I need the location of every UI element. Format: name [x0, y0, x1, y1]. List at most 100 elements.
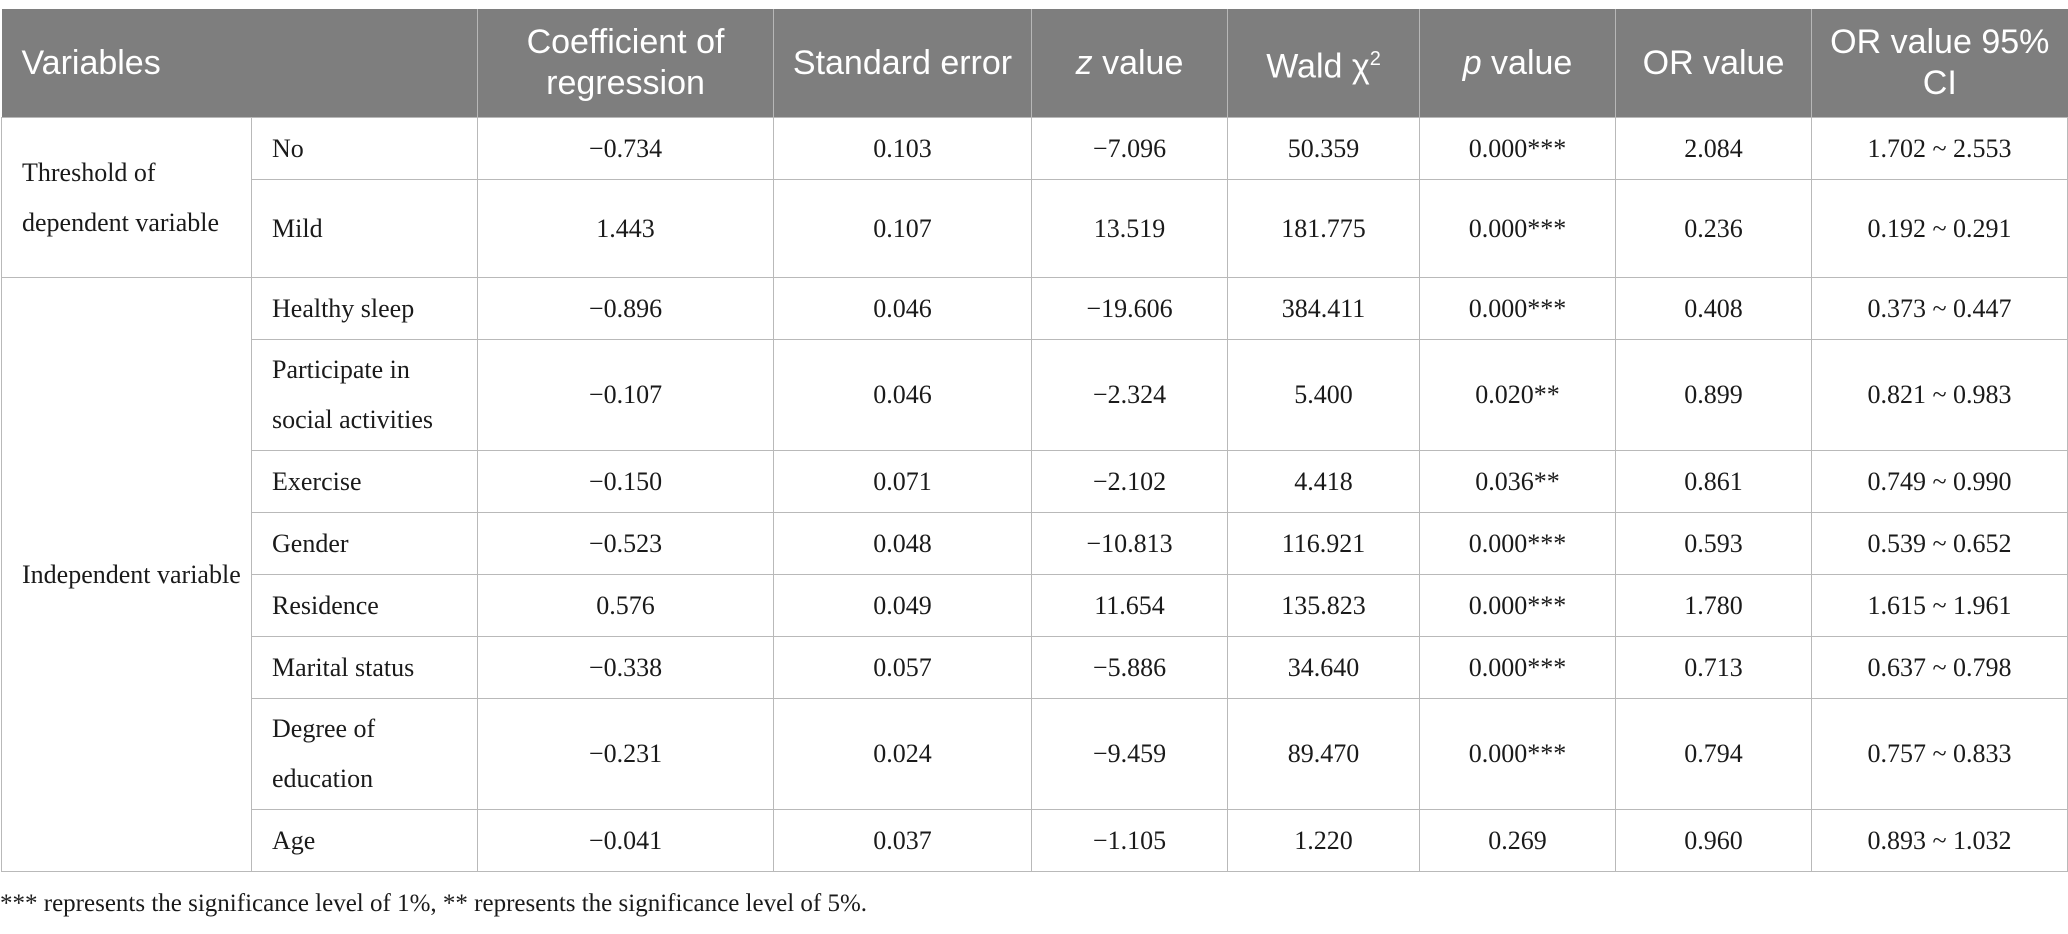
- cell-wald: 50.359: [1227, 117, 1421, 180]
- cell-wald: 135.823: [1227, 574, 1421, 637]
- cell-coef: −0.150: [477, 450, 775, 513]
- cell-p: 0.000***: [1419, 179, 1617, 278]
- cell-coef: −0.231: [477, 698, 775, 810]
- cell-coef: −0.523: [477, 512, 775, 575]
- header-p-value: p value: [1419, 9, 1616, 118]
- cell-se: 0.049: [773, 574, 1033, 637]
- row-name: Exercise: [250, 450, 479, 513]
- row-name: Gender: [250, 512, 479, 575]
- cell-or: 1.780: [1615, 574, 1813, 637]
- group-independent: Independent variable: [1, 277, 252, 872]
- header-wald-sup: 2: [1369, 47, 1381, 70]
- row-name: Marital status: [250, 636, 479, 699]
- cell-coef: −0.734: [477, 117, 775, 180]
- header-p-rest: value: [1481, 43, 1573, 82]
- cell-se: 0.046: [773, 277, 1033, 340]
- cell-p: 0.000***: [1419, 277, 1617, 340]
- cell-z: −10.813: [1031, 512, 1229, 575]
- table-row: Threshold of dependent variable No −0.73…: [1, 117, 2068, 278]
- header-p-italic: p: [1462, 43, 1482, 82]
- cell-ci: 0.539 ~ 0.652: [1811, 512, 2068, 575]
- cell-or: 0.899: [1615, 339, 1813, 451]
- header-z-value: z value: [1031, 9, 1228, 118]
- row-name: No: [250, 117, 479, 180]
- header-wald: Wald χ2: [1227, 9, 1420, 118]
- cell-z: −2.102: [1031, 450, 1229, 513]
- cell-p: 0.000***: [1419, 636, 1617, 699]
- cell-se: 0.024: [773, 698, 1033, 810]
- regression-table: Variables Coefficient of regression Stan…: [1, 9, 2068, 872]
- table-row: Residence 0.576 0.049 11.654 135.823 0.0…: [2, 574, 2068, 637]
- cell-wald: 5.400: [1227, 339, 1421, 451]
- regression-table-container: Variables Coefficient of regression Stan…: [0, 9, 2068, 872]
- cell-coef: −0.041: [477, 809, 775, 872]
- cell-se: 0.037: [773, 809, 1033, 872]
- table-row: Exercise −0.150 0.071 −2.102 4.418 0.036…: [2, 450, 2068, 513]
- row-name: Participate in social activities: [250, 339, 479, 451]
- cell-p: 0.000***: [1419, 574, 1617, 637]
- cell-ci: 0.893 ~ 1.032: [1811, 809, 2068, 872]
- cell-z: −9.459: [1031, 698, 1229, 810]
- table-row: Gender −0.523 0.048 −10.813 116.921 0.00…: [2, 512, 2068, 575]
- header-wald-text: Wald χ: [1266, 47, 1370, 86]
- header-z-rest: value: [1092, 43, 1184, 82]
- cell-p: 0.020**: [1419, 339, 1617, 451]
- cell-ci: 0.757 ~ 0.833: [1811, 698, 2068, 810]
- cell-or: 0.408: [1615, 277, 1813, 340]
- header-standard-error: Standard error: [773, 9, 1032, 118]
- cell-coef: 1.443: [477, 179, 775, 278]
- cell-p: 0.036**: [1419, 450, 1617, 513]
- cell-coef: 0.576: [477, 574, 775, 637]
- cell-z: −19.606: [1031, 277, 1229, 340]
- cell-z: −7.096: [1031, 117, 1229, 180]
- group-threshold: Threshold of dependent variable: [1, 117, 252, 278]
- cell-p: 0.000***: [1419, 512, 1617, 575]
- cell-wald: 89.470: [1227, 698, 1421, 810]
- header-coefficient: Coefficient of regression: [477, 9, 774, 118]
- cell-se: 0.046: [773, 339, 1033, 451]
- cell-ci: 0.821 ~ 0.983: [1811, 339, 2068, 451]
- cell-p: 0.000***: [1419, 698, 1617, 810]
- cell-or: 0.593: [1615, 512, 1813, 575]
- cell-or: 0.960: [1615, 809, 1813, 872]
- cell-p: 0.269: [1419, 809, 1617, 872]
- cell-wald: 1.220: [1227, 809, 1421, 872]
- cell-ci: 0.192 ~ 0.291: [1811, 179, 2068, 278]
- table-footnote: *** represents the significance level of…: [0, 890, 868, 917]
- header-row: Variables Coefficient of regression Stan…: [1, 9, 2068, 118]
- table-row: Age −0.041 0.037 −1.105 1.220 0.269 0.96…: [2, 809, 2068, 872]
- row-name: Age: [250, 809, 479, 872]
- cell-wald: 181.775: [1227, 179, 1421, 278]
- cell-or: 0.861: [1615, 450, 1813, 513]
- row-name: Degree of education: [250, 698, 479, 810]
- cell-se: 0.107: [773, 179, 1033, 278]
- table-row: Marital status −0.338 0.057 −5.886 34.64…: [2, 636, 2068, 699]
- table-row: Degree of education −0.231 0.024 −9.459 …: [2, 698, 2068, 810]
- cell-coef: −0.338: [477, 636, 775, 699]
- header-or-ci: OR value 95% CI: [1811, 9, 2068, 118]
- cell-wald: 384.411: [1227, 277, 1421, 340]
- cell-se: 0.071: [773, 450, 1033, 513]
- cell-or: 0.236: [1615, 179, 1813, 278]
- cell-coef: −0.896: [477, 277, 775, 340]
- cell-z: −2.324: [1031, 339, 1229, 451]
- cell-wald: 116.921: [1227, 512, 1421, 575]
- cell-se: 0.103: [773, 117, 1033, 180]
- cell-ci: 1.615 ~ 1.961: [1811, 574, 2068, 637]
- table-row: Mild 1.443 0.107 13.519 181.775 0.000***…: [2, 179, 2068, 278]
- header-z-italic: z: [1075, 43, 1093, 82]
- cell-z: −1.105: [1031, 809, 1229, 872]
- cell-ci: 0.373 ~ 0.447: [1811, 277, 2068, 340]
- cell-wald: 4.418: [1227, 450, 1421, 513]
- cell-ci: 0.749 ~ 0.990: [1811, 450, 2068, 513]
- cell-z: −5.886: [1031, 636, 1229, 699]
- cell-se: 0.057: [773, 636, 1033, 699]
- cell-z: 13.519: [1031, 179, 1229, 278]
- cell-p: 0.000***: [1419, 117, 1617, 180]
- row-name: Residence: [250, 574, 479, 637]
- header-or-value: OR value: [1615, 9, 1812, 118]
- cell-or: 0.713: [1615, 636, 1813, 699]
- cell-se: 0.048: [773, 512, 1033, 575]
- header-variables: Variables: [1, 9, 478, 118]
- cell-ci: 1.702 ~ 2.553: [1811, 117, 2068, 180]
